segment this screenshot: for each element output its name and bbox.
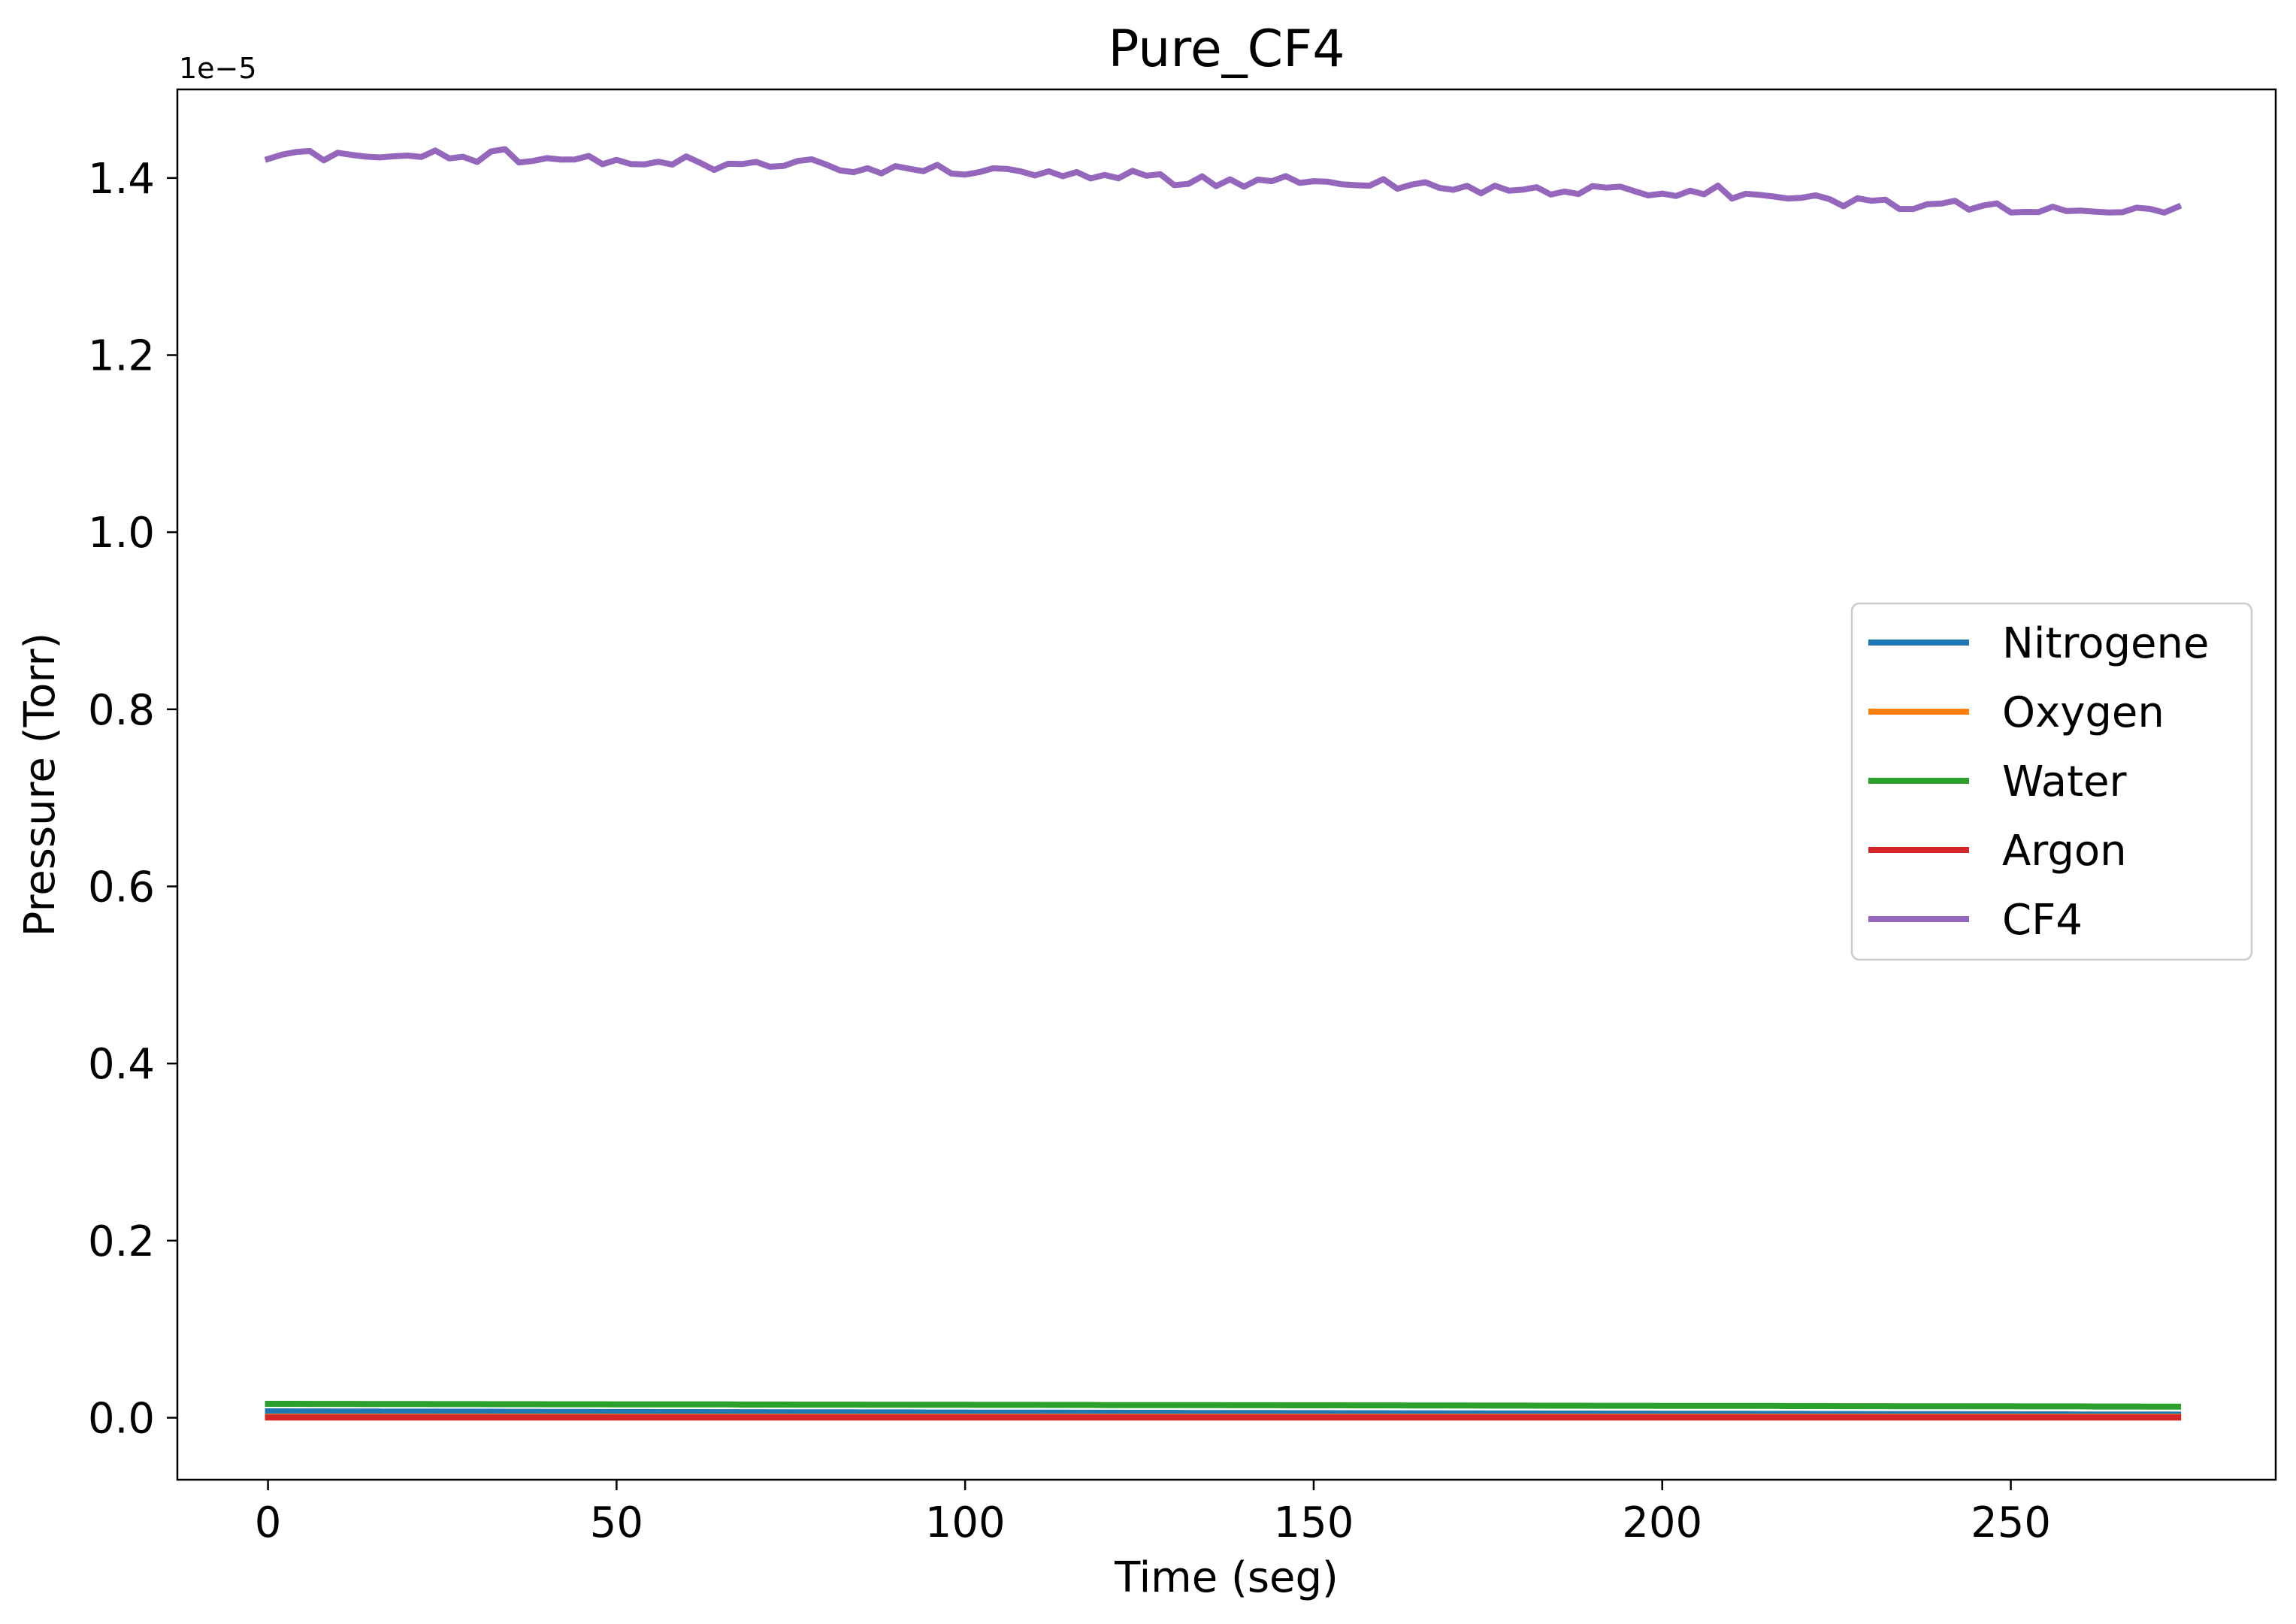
legend-box — [1850, 602, 2253, 961]
y-tick-label: 0.6 — [88, 863, 155, 912]
legend-label-cf4: CF4 — [2002, 896, 2083, 945]
y-tick-label: 0.8 — [88, 686, 155, 735]
legend-entries: Nitrogene Oxygen Water Argon CF4 — [1868, 619, 2209, 945]
series-layer — [264, 146, 2183, 1421]
y-tick-label: 0.2 — [88, 1217, 155, 1266]
y-axis-label: Pressure (Torr) — [16, 633, 65, 937]
x-tick-label: 50 — [590, 1498, 643, 1547]
x-tick-label: 0 — [255, 1498, 282, 1547]
plot-frame — [176, 88, 2277, 1481]
series-line-cf4 — [264, 146, 2183, 216]
x-tick-label: 200 — [1622, 1498, 1702, 1547]
legend: Nitrogene Oxygen Water Argon CF4 — [1850, 602, 2253, 961]
x-axis-label: Time (seg) — [1114, 1553, 1339, 1602]
y-tick-label: 0.4 — [88, 1040, 155, 1089]
x-tick-label: 150 — [1274, 1498, 1354, 1547]
y-tick-label: 1.0 — [88, 509, 155, 558]
legend-label-argon: Argon — [2002, 827, 2127, 876]
x-tick-label: 250 — [1971, 1498, 2051, 1547]
legend-label-oxygen: Oxygen — [2002, 688, 2164, 737]
y-tick-label: 1.4 — [88, 155, 155, 204]
y-tick-label: 0.0 — [88, 1395, 155, 1444]
x-axis: 0 50 100 150 200 250 — [255, 1480, 2051, 1547]
y-axis: 0.0 0.2 0.4 0.6 0.8 1.0 1.2 1.4 — [88, 155, 177, 1444]
chart-title: Pure_CF4 — [1108, 20, 1345, 79]
legend-label-water: Water — [2002, 758, 2128, 806]
x-tick-label: 100 — [925, 1498, 1006, 1547]
y-offset-label: 1e−5 — [179, 52, 257, 85]
y-tick-label: 1.2 — [88, 332, 155, 381]
legend-label-nitrogene: Nitrogene — [2002, 619, 2209, 668]
series-line-water — [265, 1401, 2182, 1410]
